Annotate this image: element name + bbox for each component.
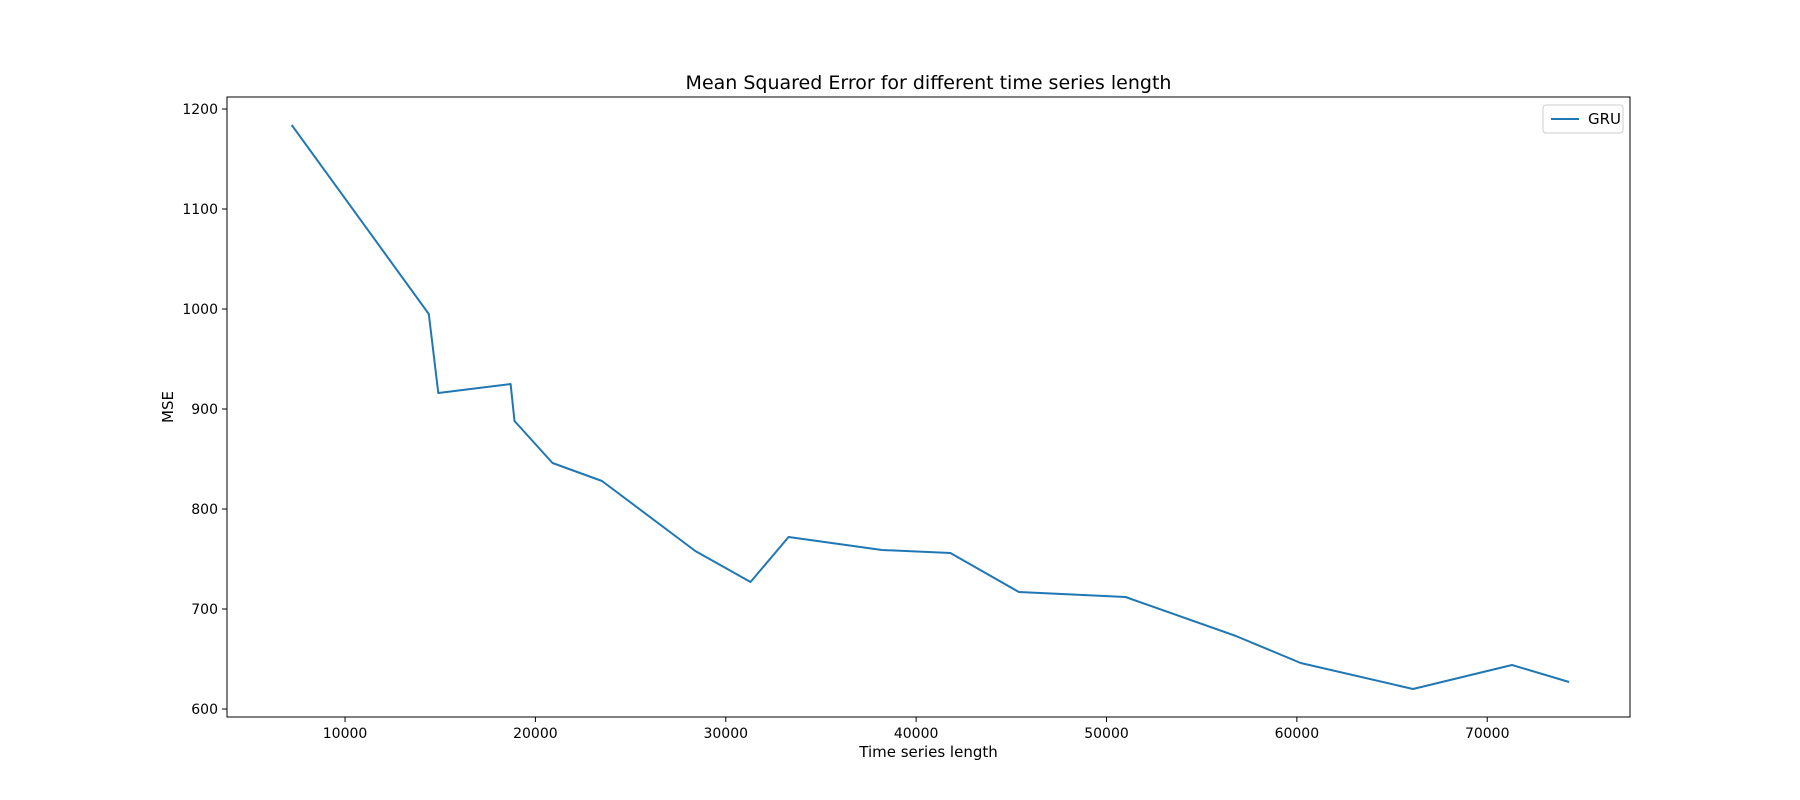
chart-title: Mean Squared Error for different time se… [686, 72, 1172, 94]
legend-box [1542, 104, 1624, 134]
y-axis-label: MSE [159, 391, 177, 423]
y-tick-label: 900 [191, 402, 218, 418]
x-tick-label: 10000 [323, 726, 368, 742]
y-tick-label: 1100 [182, 202, 218, 218]
series-group [290, 124, 1570, 690]
x-tick-label: 40000 [894, 726, 939, 742]
x-tick-label: 20000 [513, 726, 558, 742]
y-tick-label: 600 [191, 702, 218, 718]
y-tick-label: 1000 [182, 302, 218, 318]
y-tick-label: 700 [191, 602, 218, 618]
x-axis-ticks: 10000 20000 30000 40000 50000 60000 70000 [323, 717, 1510, 742]
y-tick-label: 800 [191, 502, 218, 518]
x-axis-label: Time series length [858, 743, 997, 761]
x-tick-label: 50000 [1084, 726, 1129, 742]
legend-label-gru: GRU [1588, 110, 1621, 128]
plot-area: 10000 20000 30000 40000 50000 60000 70000 600 7… [182, 96, 1631, 742]
legend: GRU [1542, 104, 1624, 134]
axes-frame [226, 96, 1631, 718]
y-tick-label: 1200 [182, 102, 218, 118]
y-axis-ticks: 600 700 800 900 1000 1100 1200 [182, 102, 227, 718]
x-tick-label: 60000 [1275, 726, 1320, 742]
x-tick-label: 30000 [703, 726, 748, 742]
x-tick-label: 70000 [1465, 726, 1510, 742]
series-line-gru [290, 124, 1570, 690]
